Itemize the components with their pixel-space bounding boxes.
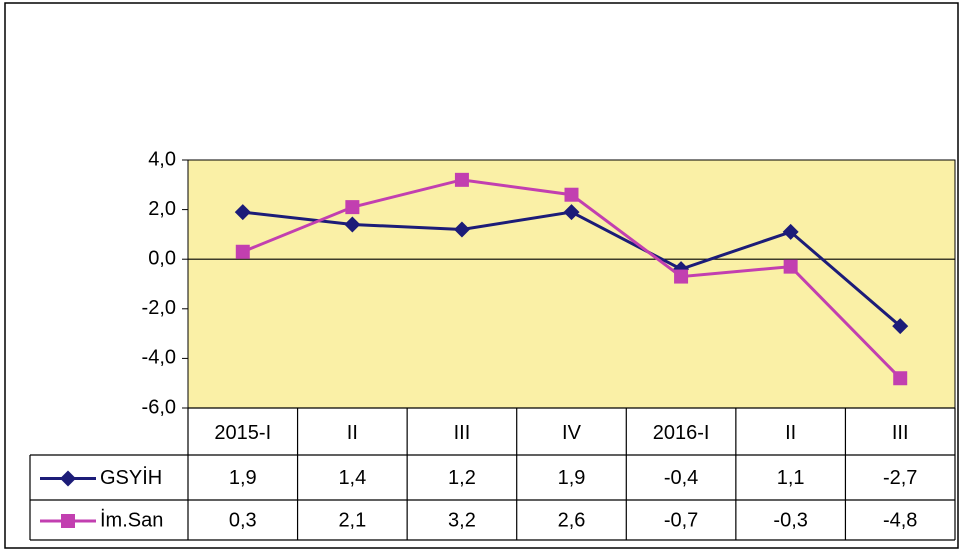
value-label: -0,7 [664, 509, 698, 531]
data-point [563, 204, 580, 221]
legend-label: GSYİH [100, 466, 162, 489]
value-label: 1,9 [229, 467, 257, 489]
data-point [783, 259, 798, 274]
value-label: 1,1 [777, 467, 805, 489]
x-tick-label: II [347, 422, 358, 444]
data-point [892, 318, 909, 335]
data-point [345, 200, 360, 215]
value-label: 1,9 [558, 467, 586, 489]
y-tick-label: -4,0 [142, 347, 176, 369]
y-tick-label: -2,0 [142, 297, 176, 319]
value-label: -0,4 [664, 467, 698, 489]
value-label: -4,8 [883, 509, 917, 531]
data-point [344, 216, 361, 233]
data-point [893, 371, 908, 386]
data-point [453, 221, 470, 238]
y-tick-label: -6,0 [142, 396, 176, 418]
x-tick-label: III [454, 422, 471, 444]
data-point [782, 223, 799, 240]
value-label: -2,7 [883, 467, 917, 489]
x-tick-label: II [785, 422, 796, 444]
x-tick-label: 2015-I [214, 422, 271, 444]
data-point [454, 172, 469, 187]
legend-marker [60, 470, 76, 487]
x-tick-label: IV [562, 422, 582, 444]
value-label: 2,1 [338, 509, 366, 531]
data-point [674, 269, 689, 284]
value-label: 1,4 [338, 467, 366, 489]
value-label: -0,3 [773, 509, 807, 531]
x-tick-label: 2016-I [653, 422, 710, 444]
x-tick-label: III [892, 422, 909, 444]
y-tick-label: 4,0 [148, 148, 176, 170]
value-label: 0,3 [229, 509, 257, 531]
value-label: 1,2 [448, 467, 476, 489]
y-tick-label: 2,0 [148, 198, 176, 220]
data-point [234, 204, 251, 221]
y-tick-label: 0,0 [148, 247, 176, 269]
value-label: 3,2 [448, 509, 476, 531]
data-point [235, 244, 250, 259]
legend-label: İm.San [100, 508, 163, 531]
legend-marker [61, 514, 75, 528]
data-point [564, 187, 579, 202]
value-label: 2,6 [558, 509, 586, 531]
